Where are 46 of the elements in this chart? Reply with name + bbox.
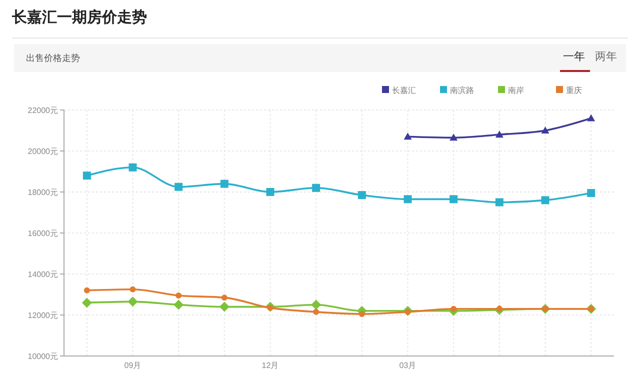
point xyxy=(358,191,366,200)
x-tick-label: 09月 xyxy=(124,361,142,370)
y-tick-label: 12000元 xyxy=(28,311,58,320)
legend-label: 南岸 xyxy=(508,86,524,95)
legend-label: 重庆 xyxy=(566,86,582,95)
point xyxy=(219,302,230,312)
point xyxy=(450,195,458,204)
point xyxy=(450,134,458,141)
point xyxy=(128,296,138,307)
text: 一年 xyxy=(563,51,585,63)
point xyxy=(82,298,92,308)
x-tick-label: 03月 xyxy=(399,361,416,370)
point xyxy=(174,182,183,191)
point xyxy=(221,294,228,301)
point xyxy=(495,130,504,138)
point xyxy=(404,195,412,204)
point xyxy=(358,310,365,317)
chart-subtitle: 出售价格走势 xyxy=(26,53,80,63)
point xyxy=(174,300,184,310)
text: 两年 xyxy=(595,51,617,63)
x-tick-label: 12月 xyxy=(262,361,279,370)
point xyxy=(587,114,596,122)
point xyxy=(220,180,228,188)
point xyxy=(587,189,596,198)
point xyxy=(495,198,504,206)
point xyxy=(130,286,136,292)
chart-title: 长嘉汇一期房价走势 xyxy=(11,8,147,26)
point xyxy=(176,292,182,299)
point xyxy=(541,126,550,134)
legend-label: 南滨路 xyxy=(450,86,474,95)
point xyxy=(541,196,550,204)
y-tick-label: 14000元 xyxy=(28,270,58,279)
point xyxy=(128,163,137,172)
point xyxy=(82,172,91,180)
y-tick-label: 20000元 xyxy=(28,147,58,156)
point xyxy=(84,287,90,294)
y-tick-label: 18000元 xyxy=(28,188,58,197)
point xyxy=(266,188,274,196)
legend-label: 长嘉汇 xyxy=(392,86,416,95)
point xyxy=(313,308,320,315)
point xyxy=(312,184,320,192)
y-tick-label: 16000元 xyxy=(28,229,58,238)
y-tick-label: 10000元 xyxy=(28,352,58,361)
y-tick-label: 22000元 xyxy=(28,106,58,115)
point xyxy=(311,300,322,310)
point xyxy=(404,132,412,140)
